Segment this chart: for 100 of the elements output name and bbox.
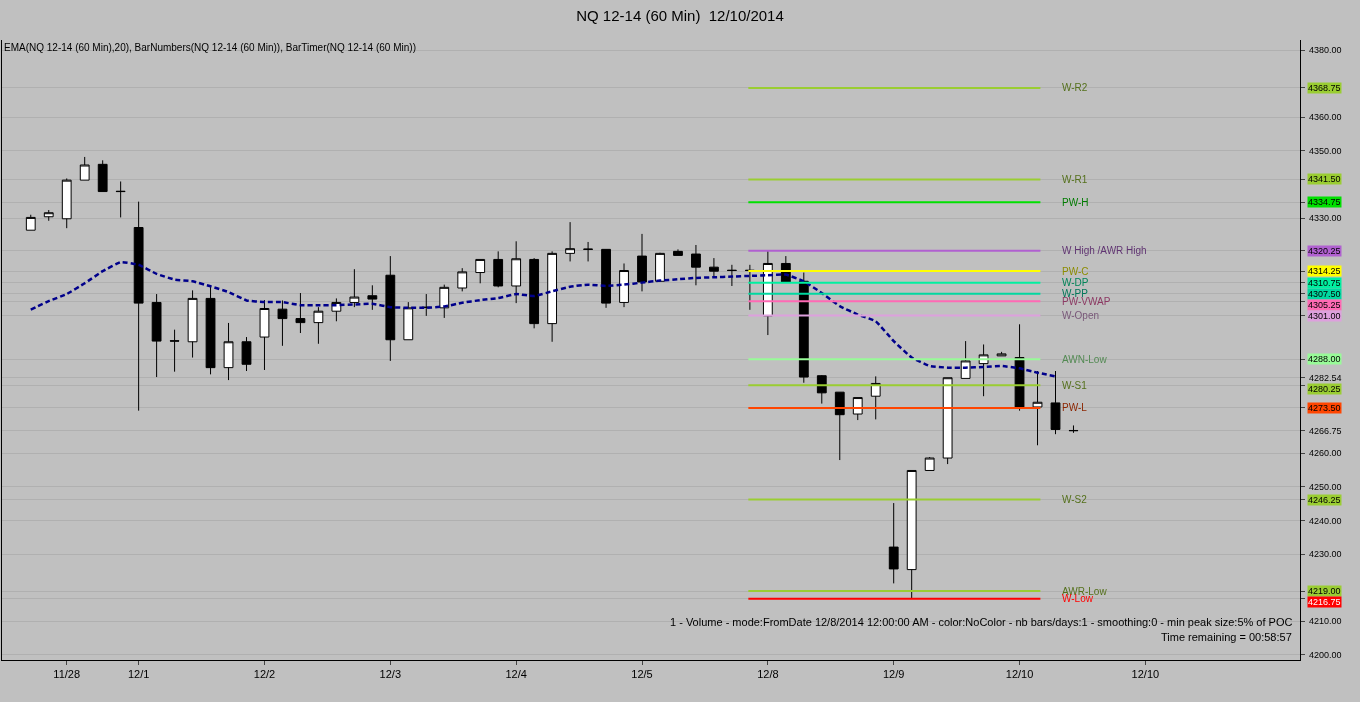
ref-line-label: PW-C (1062, 266, 1089, 277)
candlestick (367, 284, 378, 311)
candlestick (277, 299, 288, 347)
text: Time remaining = 00:58:57 (1161, 631, 1292, 643)
candlestick (727, 264, 737, 287)
y-tick-label: 4273.50 (1308, 403, 1341, 413)
y-tick-label: 4280.25 (1308, 384, 1341, 394)
y-tick-label: 4305.25 (1308, 300, 1341, 310)
candlestick (403, 301, 414, 341)
y-tick-label: 4240.00 (1309, 516, 1342, 526)
annotation: EMA(NQ 12-14 (60 Min),20), BarNumbers(NQ 12-14 (60 Min)), BarTimer(NQ 12-14 (60 Min)) (4, 42, 416, 53)
candlestick (511, 240, 522, 304)
candlestick (906, 469, 917, 599)
candlestick (601, 248, 611, 309)
candlestick (61, 177, 72, 229)
y-tick-label: 4246.25 (1308, 495, 1341, 505)
candlestick (331, 297, 342, 322)
candlestick (457, 267, 468, 292)
candlestick (187, 289, 198, 359)
x-tick-label: 12/5 (631, 668, 653, 681)
y-tick-label: 4310.75 (1308, 278, 1341, 288)
candlestick (547, 250, 558, 343)
y-tick-label: 4330.00 (1309, 213, 1342, 223)
candlestick (349, 268, 360, 308)
x-tick-label: 11/28 (53, 668, 81, 681)
x-tick-label: 12/9 (882, 668, 905, 681)
candlestick (115, 180, 126, 218)
x-tick-label: 12/4 (505, 668, 527, 681)
candlestick (295, 292, 306, 334)
candlestick (97, 159, 108, 193)
candlestick (888, 502, 899, 584)
ref-line-label: PW-VWAP (1062, 296, 1111, 307)
candlestick (439, 284, 450, 319)
ref-line-label: W-S2 (1062, 494, 1088, 505)
candlestick (960, 340, 971, 379)
y-tick-label: 4360.00 (1309, 112, 1342, 122)
y-tick-label: 4301.00 (1308, 311, 1341, 321)
y-tick-label: 4307.50 (1308, 289, 1341, 299)
candlestick (637, 233, 647, 292)
candlestick (241, 336, 252, 372)
y-tick-label: 4288.00 (1308, 354, 1341, 364)
candlestick (942, 377, 953, 465)
y-tick-label: 4341.50 (1308, 174, 1341, 184)
ref-line-label: W-DP (1062, 277, 1089, 288)
y-tick-label: 4314.25 (1308, 266, 1341, 276)
candlestick (25, 214, 36, 231)
y-tick-label: 4282.54 (1309, 373, 1342, 383)
candlestick (259, 299, 270, 371)
x-tick-label: 12/3 (379, 668, 402, 681)
candlestick (691, 244, 701, 286)
candlestick (1050, 370, 1061, 435)
candlestick (223, 322, 234, 381)
y-tick-label: 4266.75 (1309, 426, 1342, 436)
candlestick (816, 374, 827, 405)
candlestick (133, 201, 144, 412)
candlestick (169, 329, 180, 373)
y-tick-label: 4250.00 (1309, 482, 1342, 492)
candlestick (529, 257, 540, 329)
candlestick (709, 257, 719, 278)
candlestick (151, 293, 162, 378)
y-tick-label: 4350.00 (1309, 146, 1342, 156)
y-tick-label: 4219.00 (1308, 586, 1341, 596)
candlestick (996, 351, 1007, 357)
ref-line-label: W-S1 (1062, 380, 1088, 391)
candlestick (619, 262, 629, 308)
ref-line-label: W-R2 (1062, 82, 1088, 93)
candlestick (385, 255, 396, 362)
y-tick-label: 4320.25 (1308, 246, 1341, 256)
y-tick-label: 4216.75 (1308, 597, 1341, 607)
candlestick (205, 286, 216, 375)
ref-line-label: W High /AWR High (1062, 245, 1147, 256)
annotation: 1 - Volume - mode:FromDate 12/8/2014 12:00:00 AM - color:NoColor - nb bars/days:1 - smoothing:0 - min peak size:5% of POC (670, 616, 1293, 628)
candlestick (583, 241, 593, 262)
ref-line-label: W-R1 (1062, 174, 1088, 185)
y-tick-label: 4368.75 (1308, 83, 1341, 93)
ref-line-label: PW-L (1062, 402, 1088, 413)
y-tick-label: 4230.00 (1309, 549, 1342, 559)
y-tick-label: 4200.00 (1309, 650, 1342, 660)
candlestick (1068, 424, 1079, 434)
ref-line-label: W-PP (1062, 288, 1089, 299)
candlestick (565, 221, 575, 262)
ref-line-label: AWN-Low (1062, 354, 1108, 365)
x-tick-label: 12/10 (1131, 668, 1160, 681)
candlestick (924, 456, 935, 471)
y-tick-label: 4260.00 (1309, 448, 1342, 458)
candlestick (79, 156, 90, 181)
candlestick (655, 252, 665, 282)
candlestick (834, 391, 845, 461)
y-tick-label: 4334.75 (1308, 197, 1341, 207)
x-tick-label: 12/1 (127, 668, 150, 681)
ref-line-label: PW-H (1062, 197, 1089, 208)
chart-title: NQ 12-14 (60 Min) 12/10/2014 (576, 7, 784, 25)
candlestick (475, 258, 486, 284)
y-tick-label: 4380.00 (1309, 45, 1342, 55)
x-tick-label: 12/2 (253, 668, 276, 681)
x-tick-label: 12/10 (1005, 668, 1034, 681)
candlestick (43, 209, 54, 222)
candlestick (493, 250, 504, 288)
ref-line-label: W-Open (1062, 310, 1100, 321)
y-tick-label: 4210.00 (1309, 616, 1342, 626)
